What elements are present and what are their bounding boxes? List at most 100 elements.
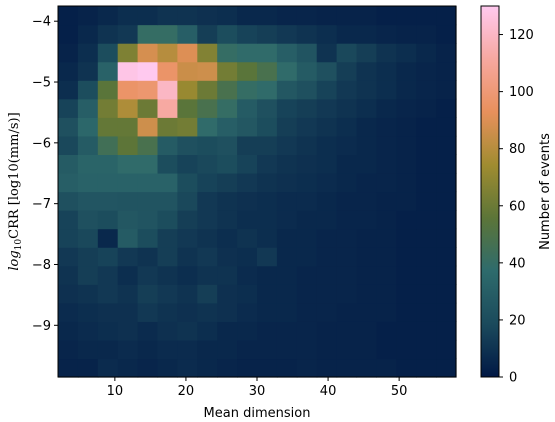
heatmap-cell [316,358,338,378]
x-tick-label: 20 [178,384,195,399]
heatmap-cell [97,228,119,248]
heatmap-cell [296,210,318,230]
heatmap-cell [137,135,159,155]
heatmap-cell [77,321,99,341]
heatmap-cell [197,80,218,100]
heatmap-cell [117,98,139,118]
heatmap-cell [257,302,278,322]
heatmap-cell [177,265,198,285]
heatmap-cell [356,265,377,285]
heatmap-cell [356,284,377,304]
heatmap-cell [217,117,238,137]
heatmap-cell [336,6,358,26]
heatmap-cell [137,117,159,137]
heatmap-cell [137,321,159,341]
heatmap-cell [177,61,198,81]
heatmap-cell [197,154,218,174]
heatmap-cell [376,172,397,193]
heatmap-cell [356,61,377,81]
heatmap-cell [137,6,159,26]
heatmap-cell [296,24,318,44]
heatmap-cell [217,265,238,285]
heatmap-cell [217,80,238,100]
heatmap-cell [177,339,198,360]
heatmap-cell [117,172,139,193]
heatmap-cell [376,191,397,211]
heatmap-cell [77,135,99,155]
heatmap-cell [396,135,417,155]
heatmap-cell [376,61,397,81]
heatmap-cell [157,61,178,81]
heatmap-cell [296,172,318,193]
heatmap-cell [137,98,159,118]
x-tick-label: 50 [391,384,408,399]
heatmap-cell [276,358,298,378]
heatmap-cell [237,98,258,118]
heatmap-cell [316,43,338,63]
heatmap-cell [217,172,238,193]
colorbar-tick-label: 40 [509,256,526,271]
heatmap-cell [77,80,99,100]
heatmap-cell [376,24,397,44]
heatmap-cell [117,43,139,63]
heatmap-cell [376,6,397,26]
heatmap-cell [416,117,437,137]
heatmap-cell [257,117,278,137]
heatmap-cell [237,339,258,360]
heatmap-cell [316,98,338,118]
heatmap-cell [117,6,139,26]
x-tick-label: 30 [249,384,266,399]
colorbar-axis: 0 20 40 60 80 100 120 [499,28,534,386]
heatmap-cell [177,172,198,193]
heatmap-cell [58,43,79,63]
heatmap-cell [396,247,417,267]
heatmap-cell [97,117,119,137]
heatmap-cell [237,284,258,304]
heatmap-cell [117,339,139,360]
heatmap-cell [436,98,457,118]
heatmap-cell [217,191,238,211]
heatmap-cell [276,210,298,230]
heatmap-cell [197,265,218,285]
heatmap-cell [396,321,417,341]
heatmap-cell [336,154,358,174]
y-tick-label: −6 [32,136,51,151]
heatmap-cell [58,191,79,211]
heatmap-cell [276,191,298,211]
heatmap-cell [396,284,417,304]
heatmap-cell [296,265,318,285]
heatmap-cell [77,43,99,63]
heatmap-cell [396,265,417,285]
heatmap-cell [376,302,397,322]
heatmap-cell [177,247,198,267]
heatmap-cell [237,43,258,63]
heatmap-cell [58,135,79,155]
heatmap-cell [97,265,119,285]
heatmap-cell [296,284,318,304]
heatmap-cell [436,117,457,137]
heatmap-cell [117,265,139,285]
heatmap-cell [157,98,178,118]
heatmap-cell [376,210,397,230]
heatmap-cell [137,228,159,248]
colorbar-label: Number of events [538,133,553,250]
heatmap-cell [416,43,437,63]
heatmap-cell [296,98,318,118]
heatmap-cell [237,24,258,44]
heatmap-cell [237,135,258,155]
heatmap-cell [356,80,377,100]
heatmap-cell [396,228,417,248]
heatmap-cell [436,154,457,174]
heatmap-cell [376,339,397,360]
heatmap-cell [356,191,377,211]
heatmap-cell [58,80,79,100]
heatmap-cell [416,154,437,174]
heatmap-cell [197,117,218,137]
heatmap-cell [197,302,218,322]
heatmap-cell [217,210,238,230]
heatmap-cell [257,210,278,230]
y-axis-label: log10CRR [log10(mm/s)] [7,112,24,270]
heatmap-cell [436,6,457,26]
heatmap-cell [217,6,238,26]
